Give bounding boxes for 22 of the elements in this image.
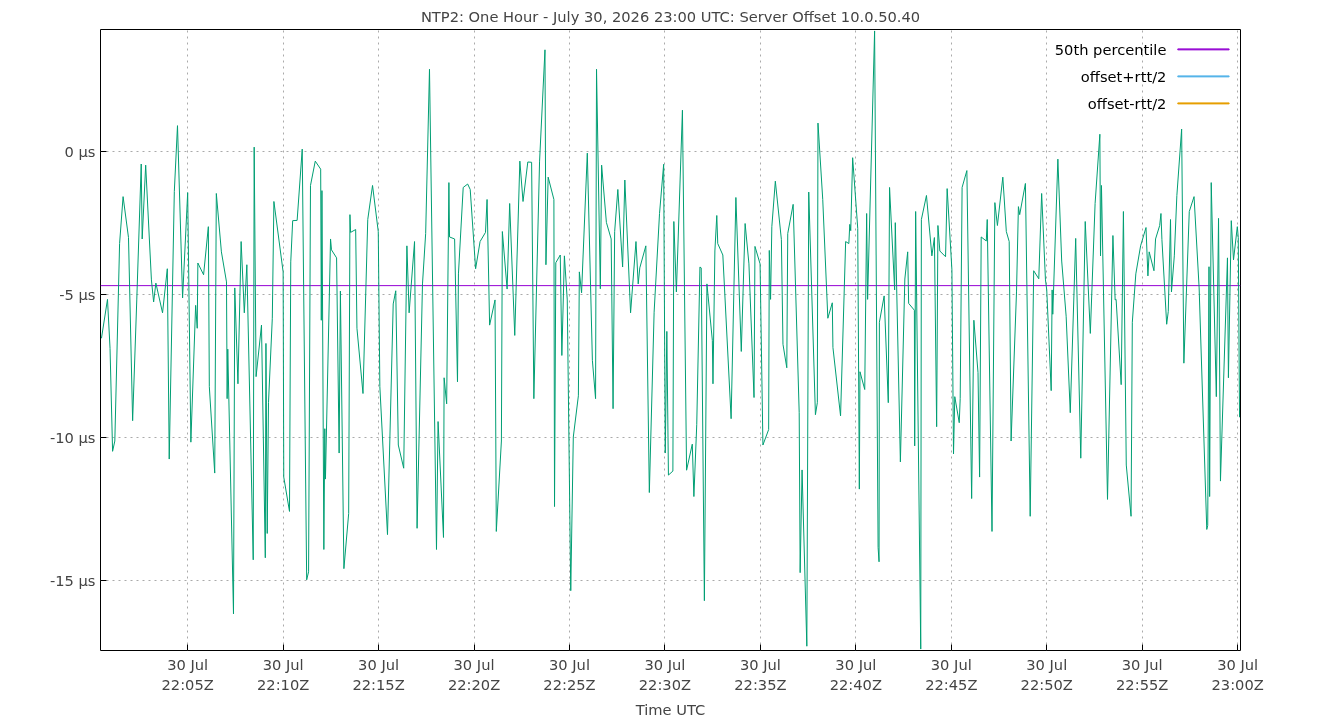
y-tick-label: -10 µs <box>49 428 96 446</box>
y-tick-label: 0 µs <box>64 142 96 160</box>
y-tick-label: -15 µs <box>49 571 96 589</box>
line-series <box>100 30 1241 650</box>
legend-label: 50th percentile <box>1054 40 1167 58</box>
x-tick-label: 30 Jul 22:50Z <box>1020 655 1073 693</box>
legend-label: offset-rtt/2 <box>1087 94 1167 112</box>
x-tick-label: 30 Jul 23:00Z <box>1211 655 1264 693</box>
x-tick-label: 30 Jul 22:25Z <box>543 655 596 693</box>
x-tick-label: 30 Jul 22:40Z <box>829 655 882 693</box>
y-tick-label: -5 µs <box>59 285 96 303</box>
x-tick-label: 30 Jul 22:30Z <box>638 655 692 693</box>
x-tick-label: 30 Jul 22:20Z <box>447 655 501 693</box>
x-tick-label: 30 Jul 22:45Z <box>925 655 978 693</box>
x-tick-label: 30 Jul 22:05Z <box>161 655 214 693</box>
x-tick-label: 30 Jul 22:35Z <box>734 655 787 693</box>
x-tick-label: 30 Jul 22:10Z <box>256 655 310 693</box>
legend-label: offset+rtt/2 <box>1080 67 1167 85</box>
x-tick-label: 30 Jul 22:55Z <box>1116 655 1169 693</box>
x-axis-title: Time UTC <box>634 700 706 718</box>
x-tick-label: 30 Jul 22:15Z <box>352 655 405 693</box>
chart-title: NTP2: One Hour - July 30, 2026 23:00 UTC: Server Offset 10.0.50.40 <box>420 7 921 25</box>
